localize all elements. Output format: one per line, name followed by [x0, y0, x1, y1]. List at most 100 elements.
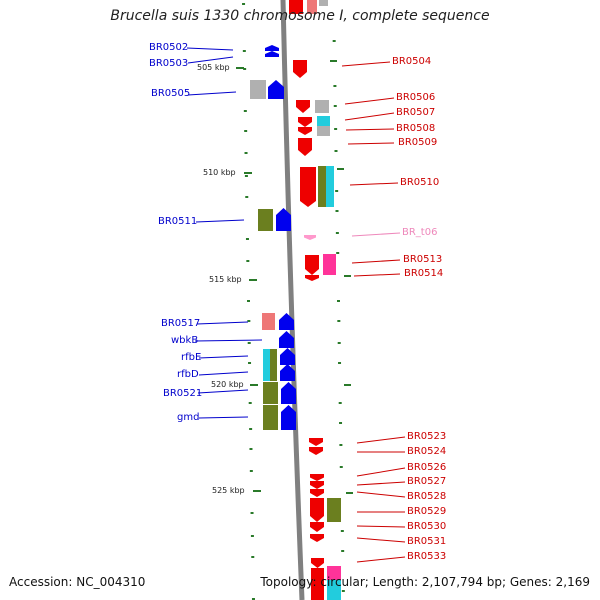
tick-mark — [339, 444, 343, 446]
leader-line — [349, 182, 399, 186]
tick-mark — [248, 402, 252, 404]
gene-label-br0523: BR0523 — [407, 431, 446, 442]
gene-arrow-reverse — [310, 498, 324, 522]
leader-line — [344, 112, 395, 121]
gene-arrow-forward — [280, 348, 295, 365]
kbp-label: 505 kbp — [197, 63, 230, 72]
cog-box — [307, 0, 317, 14]
tick-mark — [247, 342, 251, 344]
leader-line — [356, 491, 406, 498]
tick-mark — [337, 342, 341, 344]
gene-label-br0517: BR0517 — [161, 318, 200, 329]
gene-label-rfbe: rfbE — [181, 352, 201, 363]
gene-arrow-forward — [279, 331, 294, 348]
tick-mark — [243, 110, 247, 112]
cog-box — [250, 80, 266, 99]
tick-mark — [246, 260, 250, 262]
cog-box — [327, 580, 341, 600]
gene-label-br0502: BR0502 — [149, 42, 188, 53]
tick-mark — [334, 150, 338, 152]
gene-arrow-reverse — [298, 138, 312, 156]
accession-text: Accession: NC_004310 — [9, 575, 146, 589]
tick-mark — [344, 384, 351, 386]
gene-arrow-forward — [268, 80, 284, 99]
gene-label-br0527: BR0527 — [407, 476, 446, 487]
tick-mark — [339, 466, 343, 468]
kbp-tick — [249, 279, 257, 281]
tick-mark — [337, 300, 340, 302]
tick-mark — [340, 530, 344, 532]
gene-arrow-reverse — [298, 117, 312, 127]
gene-label-br0529: BR0529 — [407, 506, 446, 517]
leader-line — [344, 97, 395, 105]
leader-line — [356, 481, 406, 486]
kbp-label: 525 kbp — [212, 486, 245, 495]
cog-box — [262, 313, 275, 330]
gene-label-br0513: BR0513 — [403, 254, 442, 265]
gene-label-br0505: BR0505 — [151, 88, 190, 99]
kbp-tick — [253, 490, 261, 492]
leader-line — [197, 389, 249, 394]
leader-line — [194, 339, 263, 342]
gene-label-br0530: BR0530 — [407, 521, 446, 532]
cog-box — [270, 349, 277, 381]
cog-box — [317, 116, 330, 126]
kbp-label: 510 kbp — [203, 168, 236, 177]
backbone-layer — [280, 0, 305, 600]
tick-mark — [245, 238, 249, 240]
gene-arrow-reverse — [310, 534, 324, 542]
chromosome-backbone — [280, 0, 305, 600]
gene-label-br0507: BR0507 — [396, 107, 435, 118]
leader-line — [345, 128, 395, 131]
tick-mark — [339, 422, 343, 424]
gene-label-br0506: BR0506 — [396, 92, 435, 103]
cog-box — [258, 209, 273, 231]
gene-label-wbkb: wbkB — [171, 335, 198, 346]
gene-label-br0510: BR0510 — [400, 177, 439, 188]
kbp-tick — [244, 172, 252, 174]
tick-mark — [250, 535, 254, 537]
gene-arrow-reverse — [309, 438, 323, 446]
tick-mark — [243, 68, 247, 70]
gene-label-gmd: gmd — [177, 412, 199, 423]
tick-mark — [335, 210, 339, 212]
gene-label-br0526: BR0526 — [407, 462, 446, 473]
cog-box — [289, 0, 303, 14]
page-title: Brucella suis 1330 chromosome I, complet… — [110, 8, 490, 24]
gene-label-br0508: BR0508 — [396, 123, 435, 134]
cog-box — [263, 405, 278, 430]
cog-box — [326, 166, 334, 207]
cog-box — [263, 349, 271, 381]
gene-arrow-reverse — [309, 447, 323, 455]
gene-arrow-forward — [265, 51, 279, 57]
tick-mark — [244, 130, 248, 132]
cog-box — [263, 382, 278, 404]
gene-label-br0504: BR0504 — [392, 56, 431, 67]
tick-mark — [338, 362, 342, 364]
tick-mark — [244, 175, 248, 177]
gene-label-br0514: BR0514 — [404, 268, 443, 279]
gene-arrow-reverse — [300, 167, 316, 207]
gene-label-br0524: BR0524 — [407, 446, 446, 457]
gene-layer — [250, 0, 341, 600]
gene-arrow-reverse — [305, 255, 319, 275]
leader-line — [353, 273, 401, 277]
gene-arrow-forward — [276, 208, 291, 231]
leader-line — [356, 467, 406, 477]
tick-mark — [242, 50, 246, 52]
kbp-tick — [236, 67, 244, 69]
leader-line — [196, 321, 249, 325]
gene-arrow-reverse — [293, 60, 307, 78]
gene-arrow-forward — [281, 405, 296, 430]
leader-line — [187, 91, 237, 96]
gene-arrow-reverse — [304, 235, 316, 240]
gene-label-br0528: BR0528 — [407, 491, 446, 502]
leader-line — [187, 56, 234, 64]
tick-mark — [335, 190, 339, 192]
kbp-tick — [250, 384, 258, 386]
cog-box — [315, 100, 329, 113]
tick-mark — [338, 402, 342, 404]
tick-mark — [245, 196, 249, 198]
tick-mark — [330, 60, 337, 62]
